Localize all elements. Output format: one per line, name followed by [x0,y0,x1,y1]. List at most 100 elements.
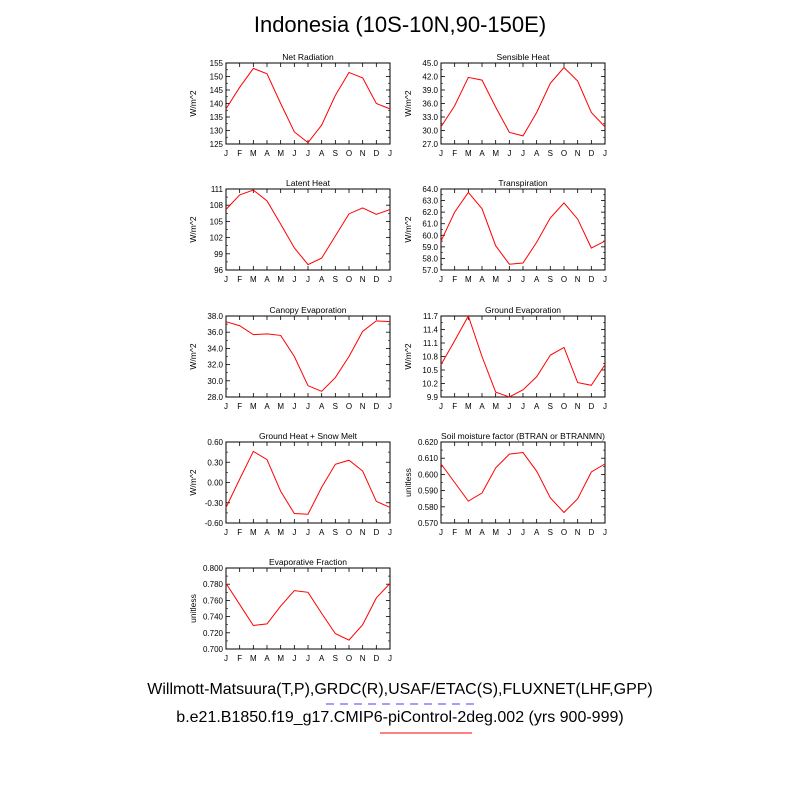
chart-panel-8: Soil moisture factor (BTRAN or BTRANMN) u… [403,431,607,537]
x-tick-label: F [237,275,242,284]
x-tick-label: M [277,402,284,411]
x-tick-label: D [373,654,379,663]
x-tick-label: F [237,402,242,411]
x-tick-label: M [277,654,284,663]
x-tick-label: M [277,275,284,284]
y-tick-label: 36.0 [422,100,438,109]
chart-panel-9: Evaporative Fraction unitless 0.700 0.720 0.… [188,557,392,663]
x-tick-label: O [346,528,352,537]
y-tick-label: 38.0 [207,312,223,321]
chart-title: Latent Heat [286,178,331,188]
x-tick-label: M [250,275,257,284]
x-tick-label: O [561,402,567,411]
series-line [440,66,606,137]
x-tick-label: J [292,149,296,158]
y-tick-label: 0.590 [418,487,439,496]
x-tick-label: M [250,402,257,411]
x-tick-label: A [319,275,325,284]
x-tick-label: M [492,275,499,284]
y-tick-label: 36.0 [207,328,223,337]
y-tick-label: 0.800 [203,564,224,573]
chart-title: Ground Evaporation [485,305,561,315]
chart-frame [225,567,391,650]
chart-title: Evaporative Fraction [269,557,347,567]
x-tick-label: M [492,528,499,537]
x-tick-label: A [479,275,485,284]
x-tick-label: J [388,275,392,284]
chart-title: Sensible Heat [497,52,551,62]
chart-frame [225,62,391,145]
x-tick-label: A [264,528,270,537]
y-axis-label: W/m^2 [188,343,198,369]
x-tick-label: D [373,149,379,158]
y-axis-label: W/m^2 [188,469,198,495]
y-axis-label: W/m^2 [188,90,198,116]
x-tick-label: F [237,149,242,158]
y-tick-label: -0.30 [205,499,224,508]
x-tick-label: A [319,402,325,411]
chart-panel-1: Net Radiation W/m^2 125 130 135 140 145 150 155 J… [188,52,392,158]
x-tick-label: J [224,402,228,411]
y-axis-label: W/m^2 [403,216,413,242]
x-tick-label: M [250,654,257,663]
x-tick-label: S [548,402,553,411]
x-tick-label: N [360,149,366,158]
y-tick-label: 27.0 [422,140,438,149]
y-tick-label: 62.0 [422,208,438,217]
x-tick-label: N [575,275,581,284]
y-tick-label: 11.7 [423,312,439,321]
x-tick-label: J [507,528,511,537]
x-tick-label: J [306,149,310,158]
x-tick-label: M [465,528,472,537]
y-axis-label: W/m^2 [403,90,413,116]
x-tick-label: N [575,528,581,537]
x-tick-label: N [360,654,366,663]
y-tick-label: 0.720 [203,629,224,638]
x-tick-label: J [306,275,310,284]
x-tick-label: J [521,528,525,537]
x-tick-label: J [521,402,525,411]
y-tick-label: 32.0 [207,361,223,370]
legend-observations-label: Willmott-Matsuura(T,P),GRDC(R),USAF/ETAC… [147,681,653,698]
x-tick-label: A [479,528,485,537]
x-tick-label: A [264,149,270,158]
x-tick-label: J [224,528,228,537]
y-tick-label: 64.0 [422,185,438,194]
x-tick-label: J [603,528,607,537]
chart-panel-4: Transpiration W/m^2 57.0 58.0 59.0 60.0 61.0 62… [403,178,607,284]
y-tick-label: 111 [211,185,224,194]
y-tick-label: 34.0 [207,344,223,353]
y-tick-label: 108 [210,201,224,210]
x-tick-label: J [224,654,228,663]
x-tick-label: M [250,528,257,537]
legend-observations: Willmott-Matsuura(T,P),GRDC(R),USAF/ETAC… [0,680,800,700]
chart-title: Ground Heat + Snow Melt [259,431,358,441]
chart-frame [440,315,606,398]
x-tick-label: J [439,402,443,411]
x-tick-label: N [360,402,366,411]
series-line [440,451,606,514]
x-tick-label: M [465,149,472,158]
x-tick-label: J [388,402,392,411]
x-tick-label: J [521,149,525,158]
y-tick-label: 0.60 [207,438,223,447]
y-tick-label: 0.610 [418,454,439,463]
legend-model-label: b.e21.B1850.f19_g17.CMIP6-piControl-2deg… [176,709,624,726]
x-tick-label: J [292,654,296,663]
x-tick-label: A [534,275,540,284]
y-tick-label: 28.0 [207,393,223,402]
y-tick-label: 155 [210,59,224,68]
page-title: Indonesia (10S-10N,90-150E) [253,12,547,37]
x-tick-label: A [534,402,540,411]
x-tick-label: D [588,149,594,158]
y-tick-label: 30.0 [422,127,438,136]
x-tick-label: N [575,402,581,411]
y-tick-label: 0.740 [203,613,224,622]
x-tick-label: D [588,275,594,284]
y-tick-label: 0.570 [418,519,439,528]
x-tick-label: S [333,654,338,663]
chart-panel-2: Sensible Heat W/m^2 27.0 30.0 33.0 36.0 39.0 42… [403,52,607,158]
legend-model: b.e21.B1850.f19_g17.CMIP6-piControl-2deg… [0,708,800,728]
y-tick-label: 0.600 [418,470,439,479]
x-tick-label: J [603,149,607,158]
